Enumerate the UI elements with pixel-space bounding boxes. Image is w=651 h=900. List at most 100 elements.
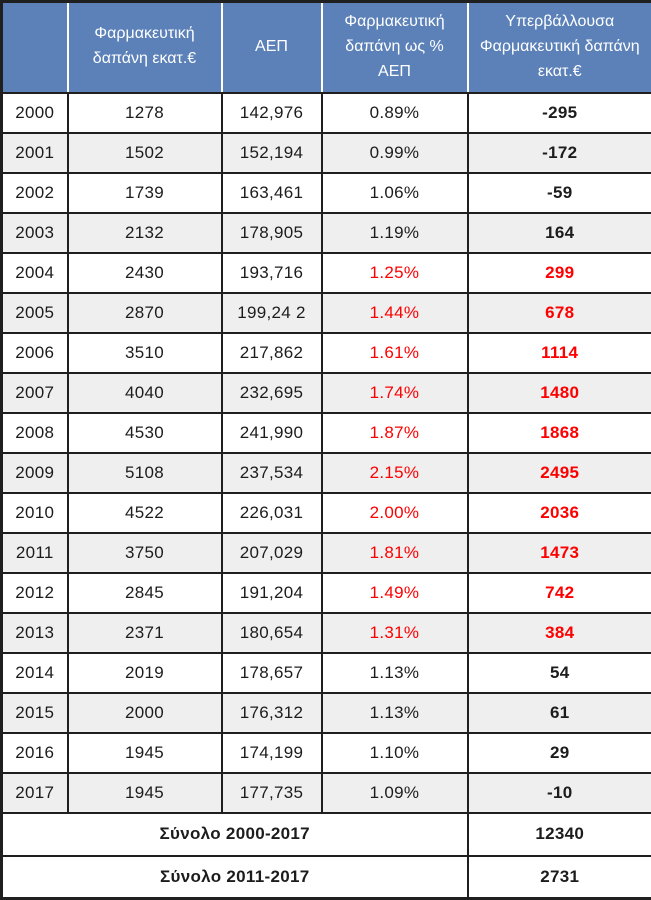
header-cell-pct-of-gdp: Φαρμακευτική δαπάνη ως % ΑΕΠ (322, 2, 468, 93)
gdp-cell: 180,654 (222, 613, 322, 653)
total-value: 2731 (468, 856, 651, 899)
pharma-cell: 4522 (68, 493, 222, 533)
pharma-cell: 3750 (68, 533, 222, 573)
pct-cell: 1.13% (322, 653, 468, 693)
pharma-cell: 2132 (68, 213, 222, 253)
total-label: Σύνολο 2000-2017 (2, 813, 468, 856)
pharma-cell: 1739 (68, 173, 222, 213)
pct-cell: 1.06% (322, 173, 468, 213)
year-cell: 2011 (2, 533, 68, 573)
total-row-2000-2017: Σύνολο 2000-2017 12340 (2, 813, 651, 856)
pharma-cell: 2430 (68, 253, 222, 293)
year-cell: 2006 (2, 333, 68, 373)
year-cell: 2007 (2, 373, 68, 413)
year-cell: 2008 (2, 413, 68, 453)
excess-cell: -295 (468, 93, 651, 133)
gdp-cell: 199,24 2 (222, 293, 322, 333)
gdp-cell: 163,461 (222, 173, 322, 213)
header-cell-excess-expenditure: Υπερβάλλουσα Φαρμακευτική δαπάνη εκατ.€ (468, 2, 651, 93)
excess-cell: 384 (468, 613, 651, 653)
gdp-cell: 152,194 (222, 133, 322, 173)
pct-cell: 2.15% (322, 453, 468, 493)
gdp-cell: 177,735 (222, 773, 322, 813)
excess-cell: -59 (468, 173, 651, 213)
pct-cell: 1.49% (322, 573, 468, 613)
header-cell-gdp: ΑΕΠ (222, 2, 322, 93)
pct-cell: 1.87% (322, 413, 468, 453)
year-cell: 2000 (2, 93, 68, 133)
excess-cell: 742 (468, 573, 651, 613)
pct-cell: 2.00% (322, 493, 468, 533)
year-cell: 2014 (2, 653, 68, 693)
gdp-cell: 176,312 (222, 693, 322, 733)
year-cell: 2012 (2, 573, 68, 613)
year-cell: 2003 (2, 213, 68, 253)
total-value: 12340 (468, 813, 651, 856)
year-cell: 2017 (2, 773, 68, 813)
year-cell: 2016 (2, 733, 68, 773)
pct-cell: 1.61% (322, 333, 468, 373)
gdp-cell: 237,534 (222, 453, 322, 493)
pharma-cell: 1945 (68, 773, 222, 813)
excess-cell: 678 (468, 293, 651, 333)
pharma-cell: 2019 (68, 653, 222, 693)
pct-cell: 1.81% (322, 533, 468, 573)
pct-cell: 1.13% (322, 693, 468, 733)
gdp-cell: 178,905 (222, 213, 322, 253)
gdp-cell: 241,990 (222, 413, 322, 453)
gdp-cell: 232,695 (222, 373, 322, 413)
year-cell: 2010 (2, 493, 68, 533)
year-cell: 2002 (2, 173, 68, 213)
pharma-cell: 4530 (68, 413, 222, 453)
excess-cell: 29 (468, 733, 651, 773)
pct-cell: 1.74% (322, 373, 468, 413)
year-cell: 2009 (2, 453, 68, 493)
year-cell: 2015 (2, 693, 68, 733)
year-cell: 2005 (2, 293, 68, 333)
gdp-cell: 193,716 (222, 253, 322, 293)
excess-cell: 1480 (468, 373, 651, 413)
pharma-cell: 1502 (68, 133, 222, 173)
excess-cell: 164 (468, 213, 651, 253)
total-label: Σύνολο 2011-2017 (2, 856, 468, 899)
pharma-cell: 2000 (68, 693, 222, 733)
pharma-cell: 5108 (68, 453, 222, 493)
gdp-cell: 226,031 (222, 493, 322, 533)
pct-cell: 1.09% (322, 773, 468, 813)
year-cell: 2004 (2, 253, 68, 293)
pharma-cell: 4040 (68, 373, 222, 413)
header-row: Φαρμακευτική δαπάνη εκατ.€ ΑΕΠ Φαρμακευτ… (2, 2, 651, 93)
gdp-cell: 174,199 (222, 733, 322, 773)
year-cell: 2001 (2, 133, 68, 173)
excess-cell: -172 (468, 133, 651, 173)
gdp-cell: 217,862 (222, 333, 322, 373)
year-cell: 2013 (2, 613, 68, 653)
header-cell-pharma-expenditure: Φαρμακευτική δαπάνη εκατ.€ (68, 2, 222, 93)
excess-cell: 2495 (468, 453, 651, 493)
pharma-cell: 2870 (68, 293, 222, 333)
excess-cell: 299 (468, 253, 651, 293)
pct-cell: 1.25% (322, 253, 468, 293)
header-cell-year (2, 2, 68, 93)
excess-cell: 54 (468, 653, 651, 693)
gdp-cell: 178,657 (222, 653, 322, 693)
pharma-cell: 1945 (68, 733, 222, 773)
pct-cell: 1.31% (322, 613, 468, 653)
pct-cell: 1.10% (322, 733, 468, 773)
pharma-cell: 2845 (68, 573, 222, 613)
